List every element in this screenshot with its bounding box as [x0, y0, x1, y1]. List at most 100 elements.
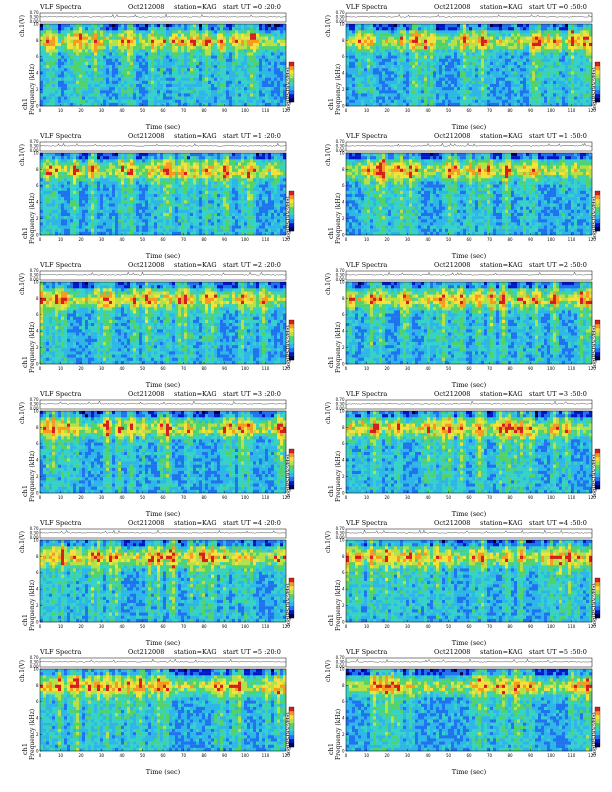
frequency-tick-label: 2 — [36, 216, 39, 221]
time-tick-label: 40 — [119, 108, 125, 113]
time-axis-label: Time (sec) — [40, 768, 286, 776]
time-tick-label: 40 — [425, 366, 431, 371]
frequency-tick-label: 4 — [36, 71, 39, 76]
frequency-tick-label: 8 — [342, 683, 345, 688]
time-tick-label: 80 — [201, 753, 207, 758]
colorbar — [594, 319, 601, 361]
trace-tick-label: 0.30 — [336, 531, 345, 536]
trace-frame — [39, 657, 287, 668]
time-tick-label: 30 — [405, 237, 411, 242]
frequency-tick-label: 4 — [36, 587, 39, 592]
spectrogram-panel: VLF Spectra Oct212008 station=KAG start UT … — [0, 516, 306, 647]
trace-tick-label: 0.00 — [30, 277, 39, 282]
spectrogram-cells — [40, 669, 287, 752]
panel-station: station=KAG — [174, 519, 217, 528]
frequency-tick-label: 8 — [36, 425, 39, 430]
time-tick-label: 80 — [507, 108, 513, 113]
time-tick-label: 70 — [487, 495, 493, 500]
voltage-trace — [345, 13, 593, 18]
time-axis-label: Time (sec) — [346, 768, 592, 776]
panel-start-time: start UT =5 :50:0 — [529, 648, 587, 657]
time-tick-label: 90 — [222, 237, 228, 242]
colorbar — [594, 577, 601, 619]
trace-frame — [345, 141, 593, 152]
time-tick-label: 40 — [425, 108, 431, 113]
trace-tick-label: 0.30 — [336, 660, 345, 665]
frequency-tick-label: 6 — [36, 441, 39, 446]
time-tick-label: 120 — [588, 237, 596, 242]
frequency-tick-label: 2 — [342, 87, 345, 92]
panel-start-time: start UT =0 :50:0 — [529, 3, 587, 12]
panel-date: Oct212008 — [128, 648, 164, 657]
panel-start-time: start UT =5 :20:0 — [223, 648, 281, 657]
time-tick-label: 90 — [528, 753, 534, 758]
panel-start-time: start UT =2 :50:0 — [529, 261, 587, 270]
time-tick-label: 100 — [241, 753, 249, 758]
panel-title: VLF Spectra — [40, 390, 81, 399]
panel-title: VLF Spectra — [346, 132, 387, 141]
spectrogram-cells — [346, 669, 593, 752]
time-tick-label: 100 — [241, 237, 249, 242]
trace-tick-label: 0.30 — [30, 144, 39, 149]
time-tick-label: 120 — [282, 624, 290, 629]
time-tick-label: 90 — [222, 753, 228, 758]
frequency-tick-label: 8 — [36, 38, 39, 43]
panel-title-row: VLF Spectra Oct212008 station=KAG start UT … — [40, 648, 286, 657]
frequency-tick-label: 6 — [342, 570, 345, 575]
panel-start-time: start UT =1 :50:0 — [529, 132, 587, 141]
trace-frame — [345, 528, 593, 539]
time-tick-label: 0 — [345, 624, 348, 629]
voltage-trace — [345, 400, 592, 405]
time-tick-label: 120 — [282, 108, 290, 113]
frequency-tick-label: 4 — [36, 458, 39, 463]
voltage-trace — [39, 142, 287, 147]
panel-title-row: VLF Spectra Oct212008 station=KAG start UT … — [346, 519, 592, 528]
trace-tick-label: 0.30 — [30, 402, 39, 407]
panel-title: VLF Spectra — [346, 519, 387, 528]
trace-tick-label: 0.30 — [30, 660, 39, 665]
trace-tick-label: 0.30 — [30, 273, 39, 278]
time-tick-label: 100 — [241, 108, 249, 113]
panel-start-time: start UT =0 :20:0 — [223, 3, 281, 12]
panel-title-row: VLF Spectra Oct212008 station=KAG start UT … — [40, 390, 286, 399]
time-tick-label: 110 — [568, 366, 576, 371]
voltage-trace — [39, 658, 287, 663]
frequency-tick-label: 2 — [36, 87, 39, 92]
frequency-tick-label: 0 — [36, 748, 39, 753]
time-tick-label: 40 — [119, 366, 125, 371]
frequency-tick-label: 8 — [36, 683, 39, 688]
frequency-tick-label: 4 — [342, 329, 345, 334]
time-tick-label: 90 — [528, 366, 534, 371]
time-tick-label: 120 — [282, 495, 290, 500]
time-axis-label: Time (sec) — [40, 510, 286, 518]
frequency-tick-label: 8 — [342, 554, 345, 559]
time-tick-label: 0 — [39, 495, 42, 500]
voltage-trace — [345, 529, 593, 534]
spectrogram-panel: VLF Spectra Oct212008 station=KAG start UT … — [0, 387, 306, 518]
panel-station: station=KAG — [480, 132, 523, 141]
panel-title: VLF Spectra — [346, 261, 387, 270]
time-tick-label: 100 — [241, 495, 249, 500]
time-tick-label: 70 — [487, 108, 493, 113]
trace-frame — [345, 270, 593, 281]
trace-tick-label: 0.30 — [336, 144, 345, 149]
time-tick-label: 10 — [364, 624, 370, 629]
time-tick-label: 80 — [507, 366, 513, 371]
time-tick-label: 90 — [222, 495, 228, 500]
time-tick-label: 40 — [119, 237, 125, 242]
frequency-tick-label: 4 — [36, 329, 39, 334]
spectrogram-cells — [40, 540, 287, 623]
time-tick-label: 60 — [160, 495, 166, 500]
time-tick-label: 40 — [425, 237, 431, 242]
time-tick-label: 80 — [201, 366, 207, 371]
time-tick-label: 120 — [282, 366, 290, 371]
trace-tick-label: 0.00 — [30, 148, 39, 153]
spectrogram-panel: VLF Spectra Oct212008 station=KAG start UT … — [306, 0, 612, 131]
time-tick-label: 80 — [201, 624, 207, 629]
panel-title-row: VLF Spectra Oct212008 station=KAG start UT … — [346, 648, 592, 657]
spectrogram-cells — [346, 282, 593, 365]
